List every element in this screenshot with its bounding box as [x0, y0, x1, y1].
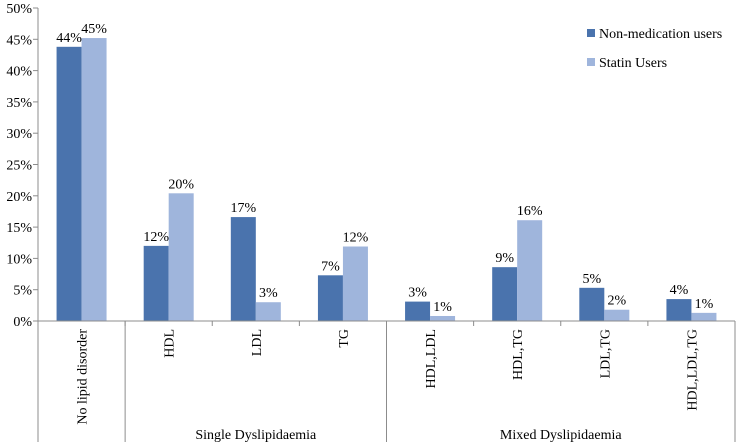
data-label-statin-users-no-lipid-disorder: 45%	[81, 22, 107, 37]
bar-statin-users-hdl-ldl-tg	[691, 312, 717, 321]
y-tick-label: 30%	[6, 127, 32, 142]
group-label-mixed-dyslipidaemia: Mixed Dyslipidaemia	[500, 428, 622, 443]
bar-statin-users-ldl	[255, 302, 281, 321]
legend: Non-medication users Statin Users	[587, 27, 722, 71]
legend-label-statin-users: Statin Users	[599, 56, 667, 71]
bar-non-medication-users-hdl	[143, 245, 169, 321]
data-label-statin-users-hdl-ldl: 1%	[433, 300, 452, 315]
data-label-statin-users-hdl-ldl-tg: 1%	[695, 297, 714, 312]
y-tick-label: 50%	[6, 2, 32, 17]
bar-non-medication-users-hdl-ldl-tg	[666, 299, 692, 321]
x-category-label-hdl-tg: HDL,TG	[511, 329, 526, 380]
data-label-statin-users-ldl-tg: 2%	[607, 294, 626, 309]
data-label-non-medication-users-ldl-tg: 5%	[582, 272, 601, 287]
bar-statin-users-ldl-tg	[604, 309, 630, 321]
y-tick-label: 15%	[6, 221, 32, 236]
x-category-label-no-lipid-disorder: No lipid disorder	[76, 329, 91, 425]
data-label-statin-users-hdl: 20%	[168, 177, 194, 192]
bar-non-medication-users-hdl-tg	[492, 267, 518, 321]
bar-statin-users-no-lipid-disorder	[81, 38, 107, 321]
data-label-non-medication-users-hdl: 12%	[143, 230, 169, 245]
x-category-label-tg: TG	[337, 329, 352, 348]
y-tick-label: 5%	[13, 284, 32, 299]
y-tick-label: 40%	[6, 65, 32, 80]
x-category-label-hdl: HDL	[163, 329, 178, 358]
data-label-non-medication-users-no-lipid-disorder: 44%	[56, 31, 82, 46]
bar-statin-users-hdl	[168, 193, 194, 321]
bar-non-medication-users-ldl-tg	[579, 287, 605, 321]
y-tick-label: 0%	[13, 315, 32, 330]
group-label-single-dyslipidaemia: Single Dyslipidaemia	[195, 428, 317, 443]
x-category-label-hdl-ldl-tg: HDL,LDL,TG	[685, 329, 700, 411]
x-category-label-ldl: LDL	[250, 329, 265, 356]
x-axis: No lipid disorder HDL LDL TG HDL,LDL HDL,TG LD…	[37, 320, 736, 443]
bar-non-medication-users-ldl	[230, 217, 256, 321]
legend-swatch-statin-users	[587, 58, 595, 66]
bar-statin-users-tg	[342, 246, 368, 321]
data-labels: 44%45%12%20%17%3%7%12%3%1%9%16%5%2%4%1%	[56, 22, 713, 315]
bars	[56, 38, 717, 321]
data-label-non-medication-users-hdl-tg: 9%	[495, 251, 514, 266]
bar-non-medication-users-hdl-ldl	[405, 301, 431, 321]
y-axis: 0% 5% 10% 15% 20% 25% 30% 35% 40% 45% 50%	[6, 2, 39, 330]
x-category-label-ldl-tg: LDL,TG	[598, 329, 613, 378]
legend-label-non-medication-users: Non-medication users	[599, 27, 722, 42]
data-label-non-medication-users-tg: 7%	[321, 259, 340, 274]
bar-statin-users-hdl-tg	[517, 220, 543, 321]
bar-non-medication-users-tg	[317, 275, 343, 321]
legend-swatch-non-medication-users	[587, 29, 595, 37]
y-tick-label: 20%	[6, 190, 32, 205]
bar-non-medication-users-no-lipid-disorder	[56, 46, 82, 321]
y-tick-label: 35%	[6, 96, 32, 111]
bar-statin-users-hdl-ldl	[430, 315, 456, 321]
data-label-statin-users-hdl-tg: 16%	[517, 204, 543, 219]
y-tick-label: 10%	[6, 252, 32, 267]
y-tick-label: 45%	[6, 33, 32, 48]
data-label-non-medication-users-hdl-ldl-tg: 4%	[670, 283, 689, 298]
y-tick-label: 25%	[6, 159, 32, 174]
x-category-label-hdl-ldl: HDL,LDL	[424, 329, 439, 389]
data-label-non-medication-users-ldl: 17%	[230, 201, 256, 216]
data-label-non-medication-users-hdl-ldl: 3%	[408, 286, 427, 301]
data-label-statin-users-tg: 12%	[343, 231, 369, 246]
data-label-statin-users-ldl: 3%	[259, 286, 278, 301]
